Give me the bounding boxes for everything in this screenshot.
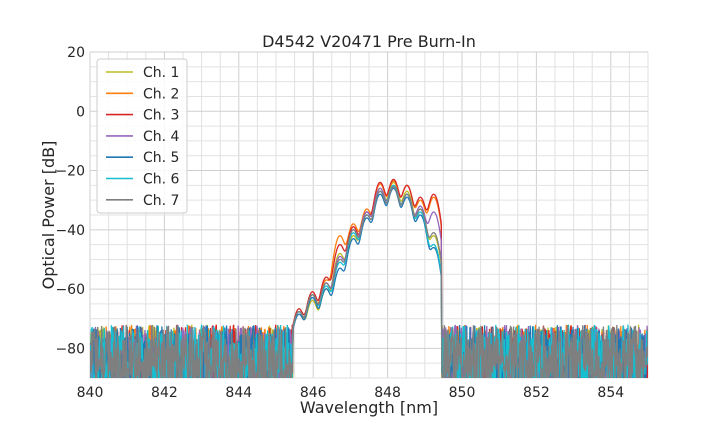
x-tick-label: 850 bbox=[449, 385, 476, 401]
y-tick-label: 0 bbox=[76, 104, 85, 120]
x-axis-label: Wavelength [nm] bbox=[300, 398, 438, 417]
x-tick-label: 844 bbox=[225, 385, 252, 401]
x-tick-label: 848 bbox=[374, 385, 401, 401]
legend-label: Ch. 2 bbox=[143, 86, 179, 102]
y-tick-label: −20 bbox=[55, 164, 85, 180]
y-tick-label: 20 bbox=[67, 45, 85, 61]
tick-labels: 840 842 844 846 848 850 852 854 20 0 −20 −40 −60 −80 bbox=[55, 45, 624, 401]
y-tick-label: −60 bbox=[55, 282, 85, 298]
y-tick-label: −80 bbox=[55, 341, 85, 357]
legend-label: Ch. 6 bbox=[143, 172, 180, 188]
legend-box bbox=[96, 58, 188, 214]
legend-label: Ch. 4 bbox=[143, 129, 180, 145]
y-axis-label: Optical Power [dB] bbox=[39, 141, 58, 290]
plot-lines bbox=[90, 178, 648, 378]
x-tick-label: 852 bbox=[523, 385, 550, 401]
legend-label: Ch. 5 bbox=[143, 150, 179, 166]
x-tick-label: 840 bbox=[77, 385, 104, 401]
x-tick-label: 854 bbox=[597, 385, 624, 401]
x-tick-label: 842 bbox=[151, 385, 178, 401]
legend-label: Ch. 1 bbox=[143, 65, 179, 81]
y-tick-label: −40 bbox=[55, 223, 85, 239]
legend-label: Ch. 3 bbox=[143, 108, 179, 124]
x-tick-label: 846 bbox=[300, 385, 327, 401]
chart-title: D4542 V20471 Pre Burn-In bbox=[262, 32, 476, 51]
legend-label: Ch. 7 bbox=[143, 193, 179, 209]
legend: Ch. 1 Ch. 2 Ch. 3 Ch. 4 Ch. 5 Ch. 6 Ch. 7 bbox=[96, 58, 188, 214]
series-line-7 bbox=[90, 186, 648, 378]
